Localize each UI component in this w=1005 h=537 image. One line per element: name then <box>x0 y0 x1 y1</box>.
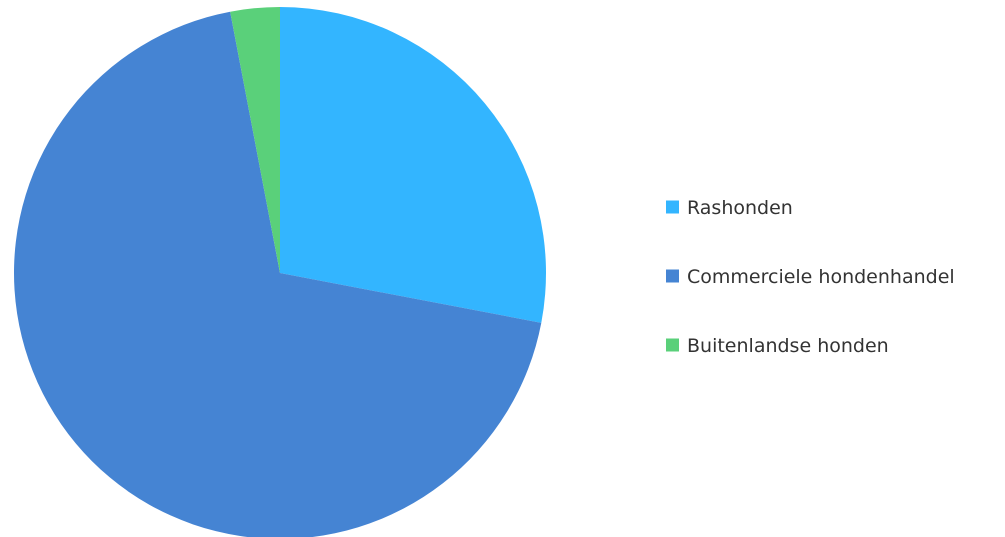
legend-item-2: Buitenlandse honden <box>666 335 889 357</box>
legend-swatch-0 <box>666 200 679 214</box>
legend-item-1: Commerciele hondenhandel <box>666 266 955 288</box>
legend-label-1: Commerciele hondenhandel <box>687 266 955 288</box>
pie-slice-1 <box>14 11 542 537</box>
legend-item-0: Rashonden <box>666 197 793 219</box>
legend-label-0: Rashonden <box>687 197 793 219</box>
pie-slice-0 <box>280 7 547 323</box>
pie-slices <box>14 6 547 537</box>
legend-swatch-2 <box>666 338 679 352</box>
legend-swatch-1 <box>666 269 679 283</box>
pie-slice-2 <box>230 6 280 273</box>
legend: Rashonden Commerciele hondenhandel Buitenl… <box>666 197 955 357</box>
legend-label-2: Buitenlandse honden <box>687 335 889 357</box>
